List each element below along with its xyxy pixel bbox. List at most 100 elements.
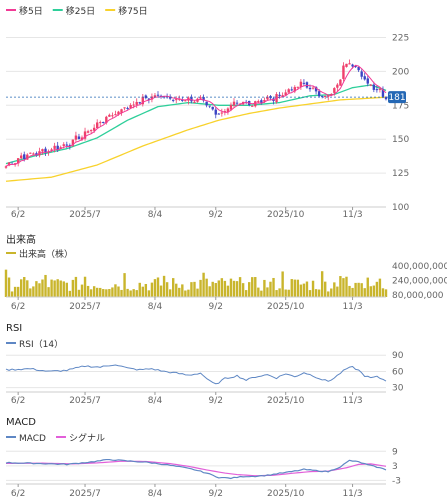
ma25-line: [5, 84, 387, 165]
candle-up: [324, 95, 327, 97]
candle-up: [348, 63, 351, 65]
candle-up: [281, 95, 284, 97]
candle-down: [308, 87, 312, 90]
volume-bar: [296, 279, 300, 297]
candle-down: [102, 121, 105, 124]
candle-down: [317, 91, 321, 97]
candle-up: [266, 96, 269, 100]
volume-bar: [153, 279, 157, 297]
volume-bar: [244, 290, 248, 297]
candle-down: [211, 106, 214, 110]
volume-bar: [178, 287, 181, 297]
volume-bar: [86, 285, 90, 297]
volume-bar: [342, 278, 345, 297]
volume-bar: [117, 286, 120, 297]
rsi-line: [5, 364, 387, 385]
volume-bar: [7, 277, 11, 297]
candle-down: [172, 99, 175, 101]
volume-bar: [223, 280, 227, 297]
x-tick-label: 6/2: [11, 396, 25, 406]
volume-bar: [266, 287, 269, 297]
x-tick-label: 11/3: [342, 302, 362, 312]
candle-down: [181, 99, 184, 101]
x-tick-label: 9/2: [209, 302, 223, 312]
candle-up: [184, 100, 187, 102]
volume-bar: [68, 290, 72, 297]
volume-bar: [47, 287, 50, 297]
macd-legend: MACD シグナル: [6, 432, 105, 444]
volume-bar: [238, 277, 242, 297]
candle-down: [372, 84, 376, 90]
volume-bar: [284, 289, 287, 297]
candle-up: [299, 81, 303, 87]
volume-bar: [144, 283, 148, 297]
candle-up: [369, 84, 372, 86]
volume-bar: [336, 286, 339, 297]
candle-down: [214, 109, 217, 115]
volume-bar: [56, 279, 59, 297]
candle-down: [138, 102, 141, 104]
candle-up: [251, 105, 254, 107]
volume-x-axis: 6/2 2025/7 8/4 9/2 2025/10 11/3: [6, 296, 386, 312]
volume-bar: [299, 284, 303, 297]
x-tick-label: 2025/10: [267, 302, 305, 312]
volume-bar: [120, 289, 123, 297]
candle-up: [263, 100, 266, 102]
price-axis: 225 200 175 150 125 100: [392, 33, 409, 213]
macd-tick-label: 3: [392, 462, 398, 472]
ma5-line: [5, 64, 387, 167]
volume-bar: [202, 272, 205, 297]
volume-bar: [196, 288, 199, 297]
candle-up: [311, 87, 315, 89]
volume-bar: [44, 274, 47, 297]
candle-down: [363, 76, 366, 80]
volume-bar: [65, 282, 68, 297]
volume-legend: 出来高（株）: [6, 248, 73, 260]
candle-down: [35, 153, 38, 156]
volume-bar: [360, 283, 363, 297]
candle-up: [86, 131, 90, 133]
ma25-series: [5, 84, 387, 165]
candle-up: [132, 104, 135, 106]
legend-signal-label: シグナル: [69, 432, 105, 444]
volume-bar: [59, 280, 62, 297]
volume-bar: [126, 288, 129, 297]
macd-grid: [6, 450, 386, 481]
candle-down: [375, 89, 379, 91]
macd-line: [5, 458, 387, 480]
volume-bar: [77, 289, 81, 297]
rsi-series: [5, 364, 387, 385]
rsi-grid: [6, 354, 386, 389]
candle-down: [156, 94, 160, 96]
volume-bar: [302, 283, 306, 297]
candle-down: [202, 97, 205, 101]
candle-down: [278, 94, 281, 96]
candle-up: [153, 95, 157, 98]
candle-up: [99, 122, 102, 124]
macd-tick-label: 9: [392, 447, 398, 457]
rsi-tick-label: 90: [392, 351, 404, 361]
candle-up: [83, 131, 87, 139]
candle-down: [366, 78, 369, 84]
candle-down: [217, 113, 220, 115]
candle-up: [4, 166, 8, 168]
volume-bar: [311, 280, 315, 297]
volume-bar: [378, 278, 382, 297]
candle-up: [333, 88, 336, 93]
volume-bar: [168, 289, 172, 297]
volume-bar: [351, 287, 354, 297]
volume-bar: [141, 286, 144, 297]
candle-up: [150, 96, 154, 100]
candle-up: [105, 116, 108, 124]
candle-up: [32, 153, 35, 155]
macd-tick-label: -3: [392, 476, 401, 486]
volume-bar: [327, 291, 330, 297]
rsi-axis: 90 60 30: [392, 351, 404, 393]
candle-up: [41, 149, 44, 152]
volume-bar: [314, 289, 318, 297]
candle-down: [44, 148, 47, 153]
price-legend: 移5日 移25日 移75日: [6, 5, 148, 17]
volume-bar: [205, 278, 208, 297]
volume-bar: [324, 281, 327, 297]
